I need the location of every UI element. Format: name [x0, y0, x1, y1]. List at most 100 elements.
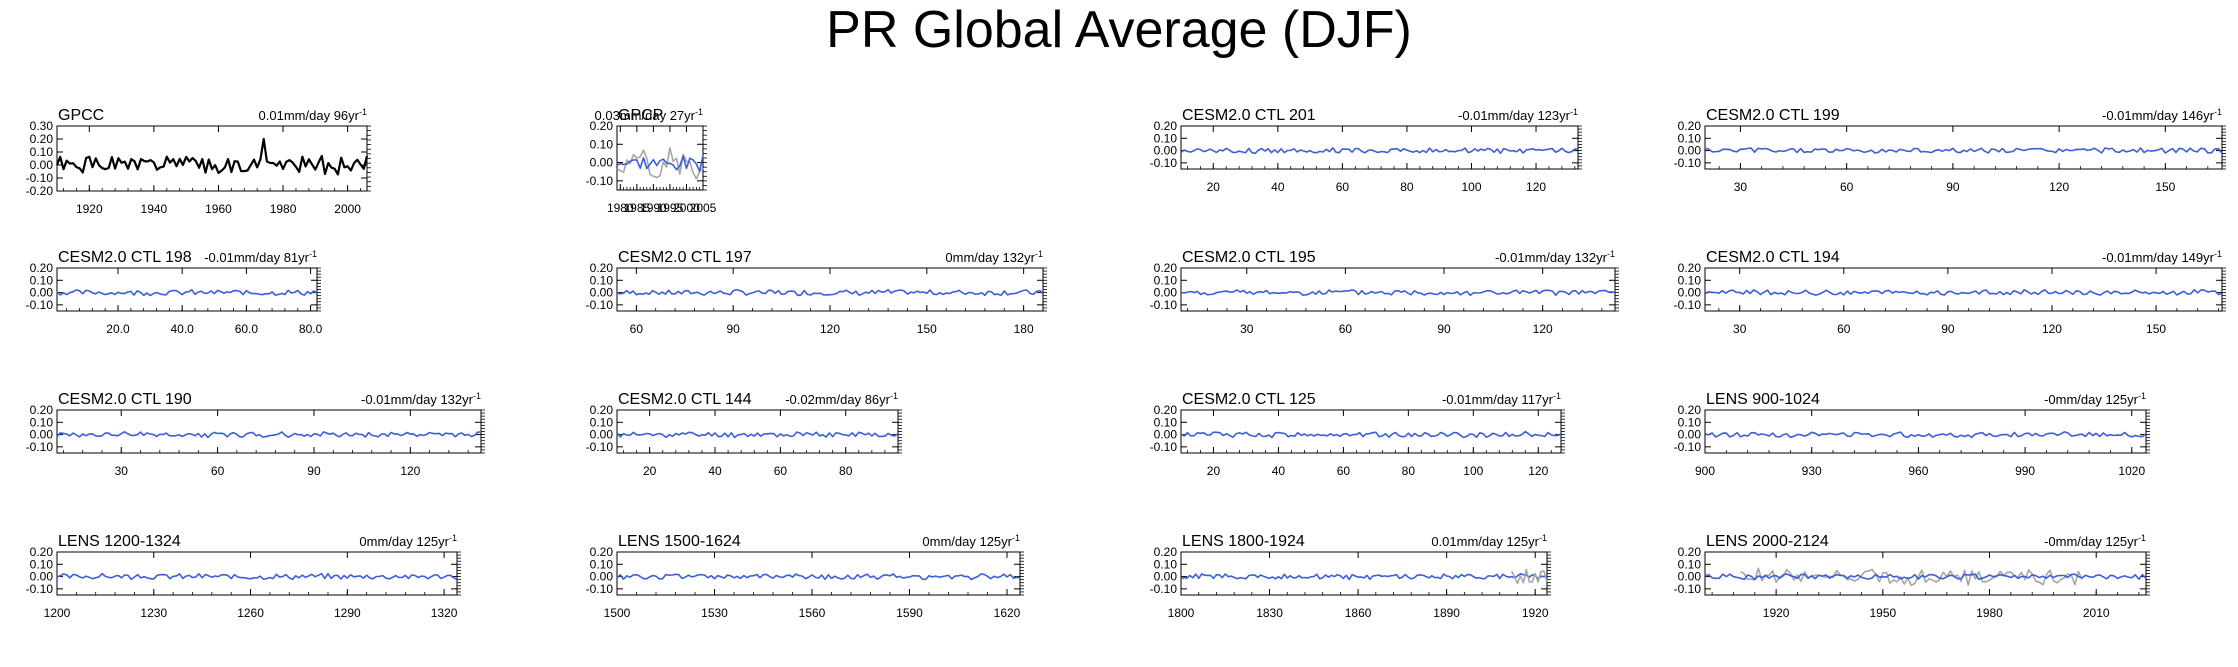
y-tick-label: -0.10: [586, 582, 614, 596]
panel-title: CESM2.0 CTL 199: [1706, 107, 1840, 124]
x-tick-label: 60.0: [235, 322, 259, 336]
y-tick-label: 0.00: [590, 428, 614, 442]
y-tick-label: 0.20: [590, 119, 614, 133]
y-tick-label: 0.20: [590, 261, 614, 275]
chart-panel: -0.100.000.100.20 20 40 60 80 100 120 CESM2.0 C…: [1150, 107, 1582, 194]
series-line: [1180, 430, 1562, 439]
trend-label: -0.01mm/day 146yr-1: [2102, 107, 2222, 123]
x-tick-label: 60: [1339, 322, 1353, 336]
y-tick-label: 0.00: [1154, 144, 1178, 158]
chart-panel: -0.100.000.100.20 30 60 90 120 CESM2.0 CTL 19…: [1150, 249, 1619, 336]
x-tick-label: 1980: [607, 201, 634, 215]
y-tick-label: 0.10: [30, 273, 54, 287]
trend-label: 0mm/day 132yr-1: [945, 249, 1043, 265]
y-tick-label: -0.10: [1150, 298, 1178, 312]
y-tick-label: 0.00: [1154, 428, 1178, 442]
series-line: [1180, 289, 1616, 297]
chart-panel: -0.100.000.100.20 60 90 120 150 180 CESM2.0 CT…: [586, 249, 1047, 336]
x-tick-label: 1985: [623, 201, 650, 215]
x-tick-label: 20: [1207, 180, 1221, 194]
x-tick-label: 80: [839, 464, 853, 478]
plot-frame: [1180, 125, 1579, 170]
x-tick-label: 90: [727, 322, 741, 336]
x-tick-label: 80.0: [299, 322, 323, 336]
y-tick-label: -0.10: [1674, 298, 1702, 312]
y-tick-label: 0.10: [1154, 415, 1178, 429]
plot-frame: [1180, 409, 1562, 454]
series-line: [1704, 431, 2147, 439]
series-line: [616, 155, 704, 172]
y-tick-label: -0.10: [26, 440, 54, 454]
plot-frame: [56, 551, 458, 596]
y-tick-label: 0.10: [1154, 557, 1178, 571]
x-tick-label: 20: [643, 464, 657, 478]
series-line: [56, 288, 318, 297]
trend-label: -0mm/day 125yr-1: [2044, 533, 2146, 549]
y-tick-label: -0.10: [26, 171, 54, 185]
trend-label: -0mm/day 125yr-1: [2044, 391, 2146, 407]
y-tick-label: 0.00: [1154, 570, 1178, 584]
plot-frame: [56, 267, 318, 312]
y-tick-label: 0.00: [30, 286, 54, 300]
y-tick-label: 0.20: [590, 403, 614, 417]
plot-frame: [616, 267, 1044, 312]
x-tick-label: 1200: [44, 606, 71, 620]
y-tick-label: 0.20: [1154, 545, 1178, 559]
y-tick-label: 0.20: [1678, 119, 1702, 133]
x-tick-label: 40: [708, 464, 722, 478]
plot-frame: [1704, 267, 2223, 312]
panel-title: LENS 900-1024: [1706, 391, 1820, 408]
series-line: [1704, 147, 2223, 154]
x-tick-label: 40: [1272, 464, 1286, 478]
x-tick-label: 90: [1941, 322, 1955, 336]
y-tick-label: 0.10: [30, 557, 54, 571]
x-tick-label: 150: [2155, 180, 2175, 194]
panel-title: CESM2.0 CTL 198: [58, 249, 192, 266]
y-tick-label: 0.20: [1678, 545, 1702, 559]
x-tick-label: 100: [1463, 464, 1483, 478]
chart-panel: -0.100.000.100.20 900 930 960 990 1020 LENS 90…: [1674, 391, 2150, 478]
chart-panel: -0.100.000.100.20 20 40 60 80 CESM2.0 CTL 144…: [586, 391, 902, 478]
x-tick-label: 2000: [334, 202, 361, 216]
y-tick-label: 0.20: [1678, 261, 1702, 275]
y-tick-label: 0.20: [590, 545, 614, 559]
y-tick-label: -0.10: [26, 582, 54, 596]
x-tick-label: 1890: [1433, 606, 1460, 620]
x-tick-label: 60: [630, 322, 644, 336]
x-tick-label: 120: [820, 322, 840, 336]
x-tick-label: 40.0: [171, 322, 195, 336]
series-line: [56, 430, 482, 439]
panel-title: CESM2.0 CTL 201: [1182, 107, 1316, 124]
x-tick-label: 1290: [334, 606, 361, 620]
x-tick-label: 1980: [1976, 606, 2003, 620]
y-tick-label: -0.10: [1150, 156, 1178, 170]
y-tick-label: 0.10: [30, 415, 54, 429]
y-tick-label: -0.20: [26, 184, 54, 198]
trend-label: -0.01mm/day 149yr-1: [2102, 249, 2222, 265]
x-tick-label: 120: [400, 464, 420, 478]
y-tick-label: -0.10: [1674, 440, 1702, 454]
series-line: [1180, 147, 1579, 155]
series-line: [1180, 572, 1548, 581]
y-tick-label: 0.00: [1678, 286, 1702, 300]
y-tick-label: -0.10: [26, 298, 54, 312]
x-tick-label: 120: [1528, 464, 1548, 478]
y-tick-label: 0.20: [30, 132, 54, 146]
x-tick-label: 1960: [205, 202, 232, 216]
x-tick-label: 60: [1840, 180, 1854, 194]
y-tick-label: 0.00: [30, 428, 54, 442]
y-tick-label: 0.10: [1154, 273, 1178, 287]
panel-title: GPCP: [618, 107, 663, 124]
y-tick-label: 0.10: [30, 145, 54, 159]
trend-label: 0.01mm/day 125yr-1: [1431, 533, 1547, 549]
x-tick-label: 20.0: [106, 322, 130, 336]
x-tick-label: 80: [1400, 180, 1414, 194]
x-tick-label: 1920: [1763, 606, 1790, 620]
x-tick-label: 1590: [896, 606, 923, 620]
y-tick-label: 0.10: [1154, 131, 1178, 145]
y-tick-label: 0.20: [30, 545, 54, 559]
y-tick-label: 0.20: [30, 403, 54, 417]
panel-title: LENS 1200-1324: [58, 533, 181, 550]
chart-panel: -0.100.000.100.20 1800 1830 1860 1890 1920 LEN…: [1150, 533, 1551, 620]
